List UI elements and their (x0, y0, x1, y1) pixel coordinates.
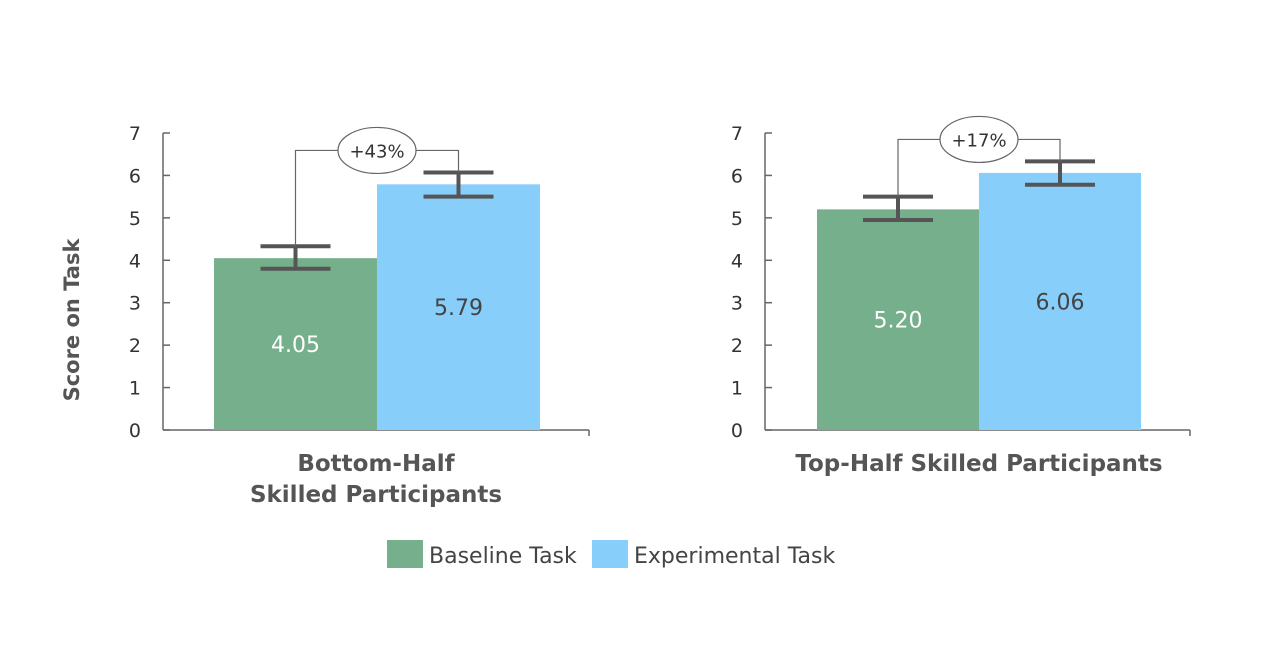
y-tick-label: 0 (129, 420, 141, 442)
panel-bottom-half: Bottom-Half Skilled Participants 0 1 2 3 4 5 6… (129, 123, 590, 508)
y-tick-label: 6 (129, 165, 141, 187)
panel-title-line-2: Skilled Participants (250, 482, 502, 508)
legend-swatch-baseline (387, 540, 423, 568)
y-tick-label: 2 (731, 335, 743, 357)
bar-value-label: 5.79 (434, 296, 483, 321)
panel-title-line-1: Bottom-Half (297, 451, 455, 477)
bar-baseline (214, 258, 377, 430)
panel-title: Top-Half Skilled Participants (795, 451, 1162, 477)
difference-badge (337, 126, 417, 175)
y-tick-label: 3 (129, 293, 141, 315)
legend-swatch-experimental (592, 540, 628, 568)
bar-value-label: 5.20 (874, 309, 923, 334)
y-tick-label: 0 (731, 420, 743, 442)
bar-value-label: 4.05 (271, 333, 320, 358)
difference-label: +17% (951, 130, 1006, 151)
bar-value-label: 6.06 (1036, 290, 1085, 315)
y-tick-label: 7 (731, 123, 743, 145)
y-tick-label: 5 (129, 208, 141, 230)
legend-label-baseline: Baseline Task (429, 544, 577, 569)
y-tick-label: 4 (731, 250, 743, 272)
legend: Baseline Task Experimental Task (387, 540, 835, 569)
y-tick-label: 6 (731, 165, 743, 187)
panel-top-half: Top-Half Skilled Participants 0 1 2 3 4 5 6 7 5.… (731, 115, 1191, 477)
difference-badge (939, 115, 1019, 164)
bar-experimental (377, 184, 540, 430)
bar-experimental (979, 172, 1141, 430)
y-tick-label: 2 (129, 335, 141, 357)
legend-label-experimental: Experimental Task (634, 544, 835, 569)
bar-baseline (817, 209, 979, 430)
y-axis-label: Score on Task (60, 238, 84, 402)
y-tick-label: 4 (129, 250, 141, 272)
y-tick-label: 7 (129, 123, 141, 145)
y-tick-label: 5 (731, 208, 743, 230)
y-tick-label: 3 (731, 293, 743, 315)
y-tick-label: 1 (129, 378, 141, 400)
y-tick-label: 1 (731, 378, 743, 400)
difference-label: +43% (349, 141, 404, 162)
